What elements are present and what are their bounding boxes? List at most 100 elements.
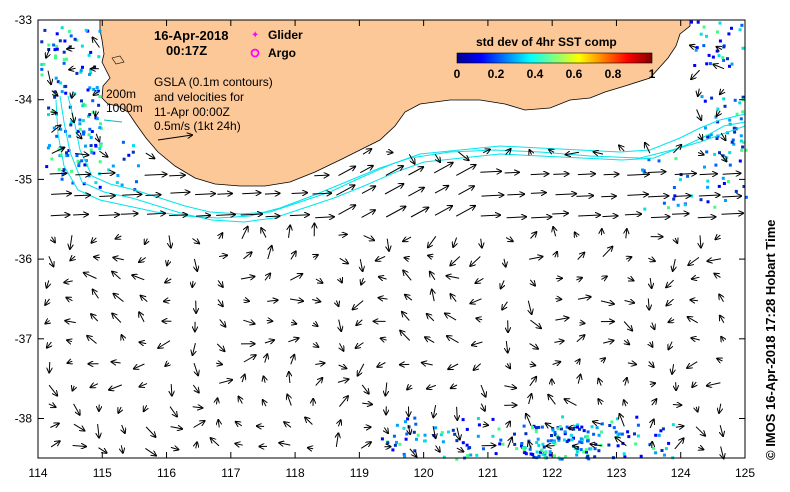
velocity-arrow [690, 45, 697, 47]
sst-speckle [740, 23, 744, 27]
velocity-arrow [714, 274, 721, 278]
velocity-arrow [410, 208, 428, 218]
velocity-arrow [50, 112, 56, 113]
latitude-tick-label: -34 [15, 93, 33, 107]
velocity-arrow [121, 445, 123, 453]
sst-speckle [706, 185, 710, 189]
velocity-arrow [242, 375, 245, 383]
velocity-arrow [261, 228, 267, 238]
sst-speckle [714, 163, 718, 167]
sst-speckle [83, 163, 87, 167]
velocity-arrow [363, 235, 375, 241]
velocity-arrow [144, 404, 147, 411]
velocity-arrow [555, 318, 568, 320]
velocity-arrow [338, 420, 340, 427]
sst-speckle [726, 131, 730, 135]
sst-speckle [584, 448, 588, 452]
longitude-tick-label: 121 [478, 466, 498, 480]
velocity-arrow [529, 394, 532, 405]
sst-speckle [537, 444, 541, 447]
velocity-arrow [569, 427, 578, 428]
sst-speckle [615, 417, 619, 421]
sst-speckle [722, 182, 726, 185]
velocity-arrow [141, 296, 148, 302]
sst-speckle [667, 206, 670, 210]
velocity-arrow [480, 171, 501, 172]
sst-speckle [627, 435, 631, 439]
sst-speckle [699, 198, 703, 202]
gsla-contour [55, 99, 746, 219]
velocity-arrow [94, 257, 100, 258]
sst-speckle [727, 32, 731, 36]
velocity-arrow [216, 343, 224, 351]
velocity-arrow [170, 447, 179, 449]
sst-speckle [47, 43, 51, 47]
sst-speckle [122, 157, 126, 161]
velocity-arrow [216, 215, 235, 216]
velocity-arrow [376, 256, 386, 260]
velocity-arrow [671, 214, 689, 215]
velocity-arrow [217, 194, 232, 195]
velocity-arrow [240, 277, 255, 280]
velocity-arrow [312, 193, 332, 194]
sst-speckle [94, 181, 98, 185]
velocity-arrow [339, 257, 348, 263]
sst-speckle [730, 62, 734, 66]
sst-speckle [414, 422, 418, 426]
velocity-arrow [673, 145, 682, 154]
sst-speckle [107, 168, 111, 172]
velocity-arrow [456, 448, 464, 452]
sst-speckle [708, 62, 712, 66]
sst-speckle [732, 126, 736, 130]
velocity-arrow [45, 321, 49, 324]
velocity-arrow [215, 363, 222, 364]
velocity-arrow [433, 405, 435, 417]
sst-speckle [57, 168, 61, 172]
sst-speckle [87, 53, 91, 57]
velocity-arrow [625, 378, 627, 386]
velocity-arrow [707, 259, 721, 261]
sst-speckle [98, 147, 102, 151]
velocity-arrow [167, 260, 169, 265]
sst-speckle [572, 436, 575, 440]
sst-speckle [674, 157, 678, 161]
sst-speckle [520, 444, 523, 448]
sst-speckle [567, 438, 571, 442]
velocity-arrow [387, 238, 389, 251]
sst-speckle [77, 164, 81, 168]
sst-speckle [722, 97, 726, 101]
sst-speckle [597, 433, 601, 437]
sst-speckle [406, 417, 410, 421]
sst-speckle [550, 439, 554, 443]
velocity-arrow [721, 132, 725, 140]
velocity-arrow [619, 145, 624, 152]
velocity-arrow [287, 395, 291, 406]
velocity-arrow [529, 442, 532, 449]
velocity-arrow [337, 379, 349, 382]
sst-speckle [73, 92, 77, 96]
velocity-arrow [598, 399, 602, 404]
sst-speckle [590, 425, 594, 429]
velocity-arrow [696, 109, 702, 121]
velocity-arrow [339, 319, 342, 332]
sst-speckle [648, 443, 652, 446]
velocity-arrow [699, 174, 717, 175]
sst-speckle [741, 95, 745, 99]
velocity-arrow [194, 258, 197, 271]
sst-speckle [67, 149, 71, 153]
sst-speckle [83, 103, 87, 107]
velocity-arrow [445, 314, 457, 321]
sst-speckle [455, 457, 459, 461]
sst-speckle [494, 452, 498, 456]
sst-speckle [63, 39, 67, 43]
velocity-arrow [169, 175, 185, 176]
velocity-arrow [48, 70, 51, 85]
sst-speckle [60, 177, 64, 181]
sst-speckle [87, 133, 91, 137]
sst-speckle [60, 26, 64, 30]
sst-speckle [724, 199, 727, 202]
sst-speckle [563, 430, 567, 434]
velocity-arrow [580, 323, 585, 324]
velocity-arrow [691, 69, 700, 79]
sst-speckle [97, 55, 101, 59]
